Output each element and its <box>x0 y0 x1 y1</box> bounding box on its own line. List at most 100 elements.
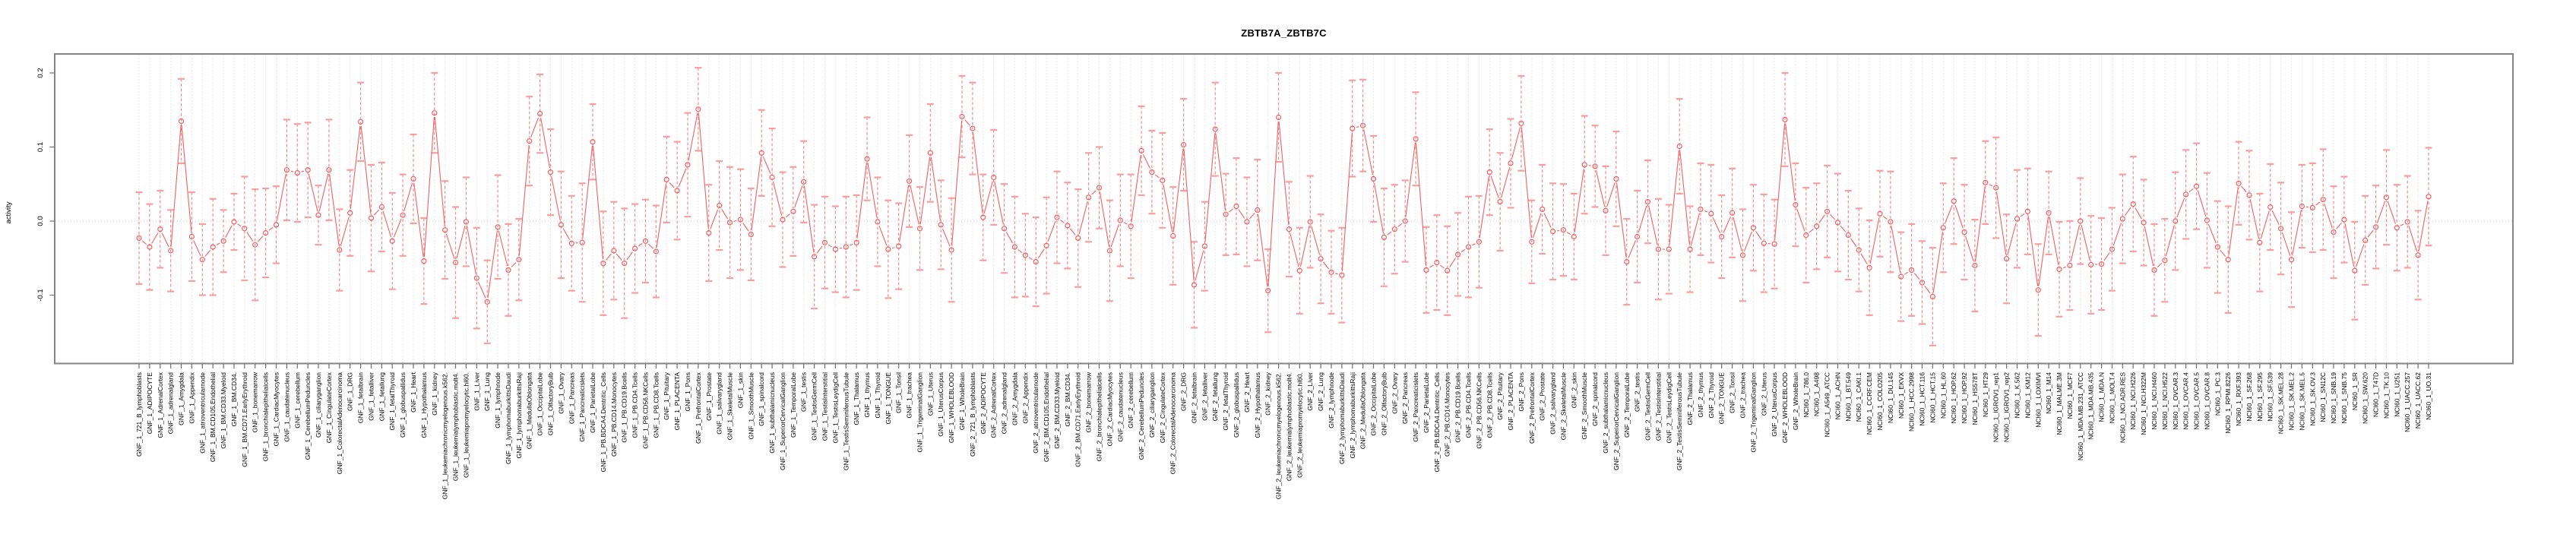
data-point-marker <box>1929 293 1935 299</box>
x-tick-label: GNF_1_PB.BDCA4.Dentritic_Cells <box>600 372 607 472</box>
data-point-marker <box>1043 242 1049 248</box>
x-tick-label: NCI60_1_SN12C <box>2319 372 2327 422</box>
series-segment <box>878 225 888 246</box>
series-segment <box>1704 210 1708 213</box>
data-point-marker <box>210 244 216 250</box>
data-point-marker <box>505 267 511 273</box>
series-segment <box>216 242 220 245</box>
data-point-marker <box>1635 233 1641 240</box>
series-segment <box>360 125 372 214</box>
x-tick-label: GNF_1_SkeletalMuscle <box>726 372 734 441</box>
data-point-marker <box>2246 192 2252 198</box>
x-tick-label: GNF_1_UterusCorpus <box>937 372 945 437</box>
x-tick-label: GNF_2_testis <box>1634 372 1641 412</box>
data-point-marker <box>1359 122 1366 128</box>
series-segment <box>2271 210 2280 226</box>
x-tick-label: GNF_1_ParietalLobe <box>589 372 597 433</box>
data-point-marker <box>2004 256 2010 262</box>
x-tick-label: GNF_2_PB.BDCA4.Dentritic_Cells <box>1433 372 1441 472</box>
x-tick-label: GNF_1_Tonsil <box>895 372 903 413</box>
series-segment <box>257 236 264 242</box>
x-tick-label: GNF_2_BM.CD105.Endothelial <box>1043 372 1050 462</box>
x-tick-label: GNF_2_fetalThyroid <box>1222 372 1229 431</box>
series-segment <box>1924 285 1931 294</box>
data-point-marker <box>1138 147 1144 153</box>
x-tick-label: GNF_2_Pancreas <box>1401 372 1409 424</box>
data-point-marker <box>832 246 839 252</box>
x-tick-label: NCI60_1_M14 <box>2045 372 2052 414</box>
x-tick-label: GNF_2_ParietalLobe <box>1422 372 1430 433</box>
data-point-marker <box>2173 218 2179 224</box>
x-tick-label: GNF_1_Uterus <box>926 372 934 416</box>
x-tick-label: NCI60_1_OVCAR.8 <box>2203 372 2210 430</box>
data-point-marker <box>1065 223 1071 229</box>
data-point-marker <box>1180 142 1187 148</box>
x-tick-label: GNF_1_PLACENTA <box>673 372 681 431</box>
series-segment <box>803 185 815 253</box>
data-point-marker <box>853 239 859 245</box>
series-segment <box>1796 208 1805 232</box>
data-point-marker <box>2024 208 2030 214</box>
x-tick-label: NCI60_1_HCT.116 <box>1919 372 1926 426</box>
data-point-marker <box>2130 201 2136 207</box>
data-point-marker <box>1223 211 1229 217</box>
series-segment <box>1123 222 1128 225</box>
x-tick-label: GNF_2_BM.CD34. <box>1064 372 1071 426</box>
series-segment <box>301 170 305 172</box>
x-tick-label: GNF_2_OlfactoryBulb <box>1380 372 1388 435</box>
x-tick-label: GNF_2_PB.CD56.NKCells <box>1475 372 1483 449</box>
data-point-marker <box>1296 267 1302 274</box>
series-segment <box>511 262 517 267</box>
x-tick-label: GNF_2_Thalamus <box>1686 372 1694 425</box>
data-point-marker <box>1803 232 1809 239</box>
series-segment <box>1882 216 1888 220</box>
series-segment <box>2007 223 2017 255</box>
x-tick-label: NCI60_1_DU.145 <box>1887 372 1894 423</box>
x-tick-label: GNF_2_Pituitary <box>1496 372 1504 420</box>
series-segment <box>1323 261 1330 270</box>
data-point-marker <box>2014 216 2021 222</box>
x-tick-label: GNF_2_Prostate <box>1539 372 1546 421</box>
series-segment <box>1712 217 1720 233</box>
series-segment <box>170 125 182 247</box>
data-point-marker <box>378 204 385 210</box>
x-tick-label: NCI60_1_OVCAR.5 <box>2193 372 2201 430</box>
series-segment <box>1373 182 1384 234</box>
x-tick-label: NCI60_1_CCRF.CEM <box>1866 372 1873 435</box>
series-segment <box>794 185 803 208</box>
data-point-marker <box>188 233 195 240</box>
x-tick-label: NCI60_1_NCI.H322M <box>2140 372 2147 435</box>
series-segment <box>2356 244 2365 267</box>
data-point-marker <box>1729 210 1736 216</box>
data-point-marker <box>2362 237 2369 243</box>
data-point-marker <box>1708 210 1714 217</box>
x-tick-label: NCI60_1_COLO205 <box>1876 372 1884 431</box>
series-segment <box>951 120 963 246</box>
data-point-marker <box>801 179 807 185</box>
x-tick-label: GNF_2_Heart <box>1243 372 1251 413</box>
x-tick-label: GNF_2_CerebellumPeduncles <box>1138 372 1145 460</box>
data-point-marker <box>368 215 375 221</box>
data-point-marker <box>1117 217 1123 223</box>
data-point-marker <box>948 247 954 253</box>
data-point-marker <box>547 169 554 175</box>
series-segment <box>204 249 211 257</box>
x-tick-label: GNF_2_lymphomaburkittsDaudi <box>1338 372 1346 464</box>
data-point-marker <box>906 178 913 184</box>
data-point-marker <box>1518 120 1524 126</box>
data-point-marker <box>642 238 649 244</box>
data-point-marker <box>1465 244 1472 250</box>
data-point-marker <box>2404 219 2410 225</box>
series-segment <box>2260 210 2270 239</box>
data-point-marker <box>1191 282 1198 288</box>
series-segment <box>2144 226 2154 267</box>
series-segment <box>1995 191 2007 255</box>
series-segment <box>710 209 719 229</box>
x-tick-label: GNF_2_globuspallidus <box>1233 372 1240 438</box>
data-point-marker <box>2352 267 2358 274</box>
data-point-marker <box>737 217 744 223</box>
x-tick-label: GNF_1_Pancreas <box>568 372 575 424</box>
x-tick-label: GNF_2_TestisLeydigCell <box>1665 372 1673 444</box>
data-point-marker <box>1106 248 1113 254</box>
